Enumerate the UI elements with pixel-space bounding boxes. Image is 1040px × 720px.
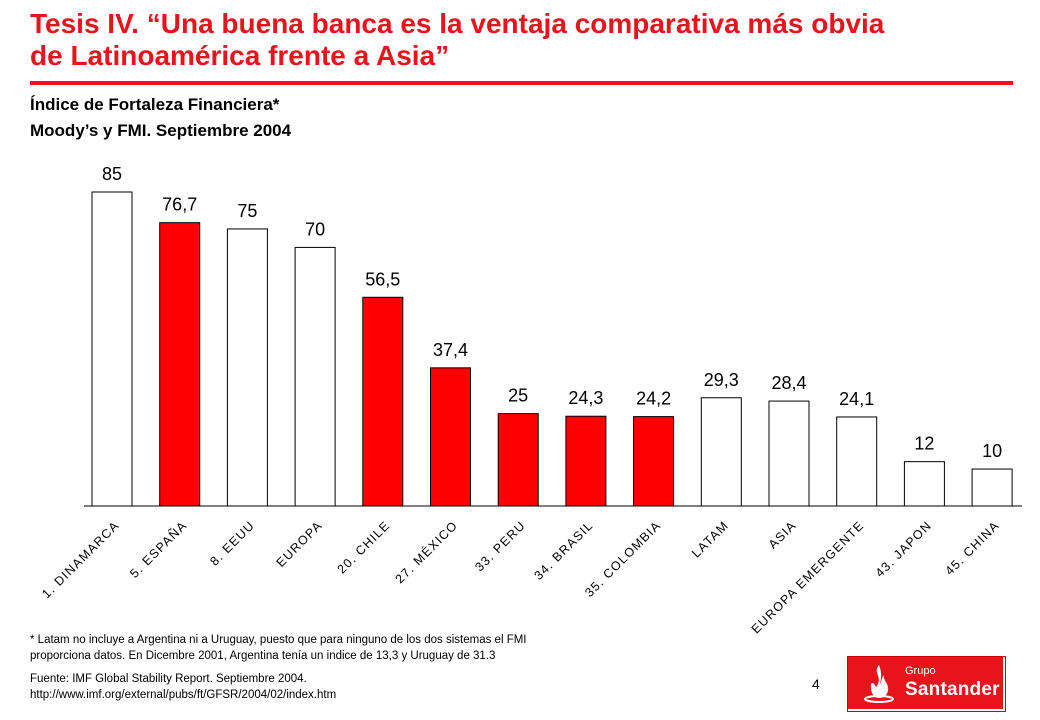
title-line-2: de Latinoamérica frente a Asia” <box>30 40 450 71</box>
category-label: 20. CHILE <box>335 518 393 576</box>
category-label: LATAM <box>689 518 731 560</box>
data-label: 37,4 <box>433 340 468 360</box>
footnote-line-2: proporciona datos. En Dicembre 2001, Arg… <box>30 650 496 662</box>
category-label: 45. CHINA <box>942 518 1002 578</box>
chart-subtitle: Índice de Fortaleza Financiera* Moody’s … <box>30 92 291 144</box>
title-line-1: Tesis IV. “Una buena banca es la ventaja… <box>30 8 885 39</box>
bar <box>971 468 1013 507</box>
bar <box>159 222 201 507</box>
bar <box>91 191 133 507</box>
footnote: * Latam no incluye a Argentina ni a Urug… <box>30 632 610 664</box>
bar <box>903 461 945 507</box>
category-label: 34. BRASIL <box>531 518 596 583</box>
bar <box>430 367 471 507</box>
data-label: 24,1 <box>839 389 874 409</box>
category-label: ASIA <box>766 518 799 551</box>
source-line-1: Fuente: IMF Global Stability Report. Sep… <box>30 673 307 685</box>
page-number: 4 <box>812 676 820 692</box>
flame-icon <box>864 665 894 703</box>
bar <box>362 296 404 507</box>
subtitle-line-2: Moody’s y FMI. Septiembre 2004 <box>30 121 292 140</box>
category-label: 5. ESPAÑA <box>127 518 190 581</box>
data-label: 56,5 <box>365 269 400 289</box>
bar <box>294 246 336 507</box>
data-label: 10 <box>982 441 1002 461</box>
category-label: EUROPA <box>274 518 326 570</box>
source-note: Fuente: IMF Global Stability Report. Sep… <box>30 671 336 703</box>
bar <box>497 413 539 507</box>
bar <box>633 416 675 507</box>
bar <box>565 415 607 507</box>
data-label: 25 <box>508 386 528 406</box>
footnote-line-1: * Latam no incluye a Argentina ni a Urug… <box>30 634 527 646</box>
data-label: 75 <box>237 201 257 221</box>
data-label: 24,3 <box>568 388 603 408</box>
source-line-2: http://www.imf.org/external/pubs/ft/GFSR… <box>30 689 337 701</box>
data-label: 29,3 <box>704 370 739 390</box>
category-label: EUROPA EMERGENTE <box>749 518 867 636</box>
category-label: 1. DINAMARCA <box>39 518 122 601</box>
logo-small-text: Grupo <box>905 665 936 677</box>
subtitle-line-1: Índice de Fortaleza Financiera* <box>30 95 280 114</box>
bar <box>226 228 268 507</box>
category-label: 35. COLOMBIA <box>582 518 663 599</box>
data-label: 70 <box>305 219 325 239</box>
data-label: 24,2 <box>636 389 671 409</box>
category-label: 33. PERU <box>472 518 528 574</box>
data-label: 76,7 <box>162 195 197 215</box>
data-label: 28,4 <box>771 373 806 393</box>
category-label: 43. JAPON <box>873 518 935 580</box>
slide-title: Tesis IV. “Una buena banca es la ventaja… <box>30 8 1020 72</box>
bar <box>768 400 810 507</box>
category-label: 8. EEUU <box>207 518 257 568</box>
bar <box>836 416 878 507</box>
logo-brand-text: Santander <box>905 679 1000 700</box>
santander-logo: Grupo Santander <box>848 657 1003 709</box>
bar <box>700 397 742 507</box>
data-label: 85 <box>102 164 122 184</box>
data-label: 12 <box>914 434 934 454</box>
category-label: 27. MÉXICO <box>392 518 461 587</box>
title-divider <box>30 81 1013 85</box>
